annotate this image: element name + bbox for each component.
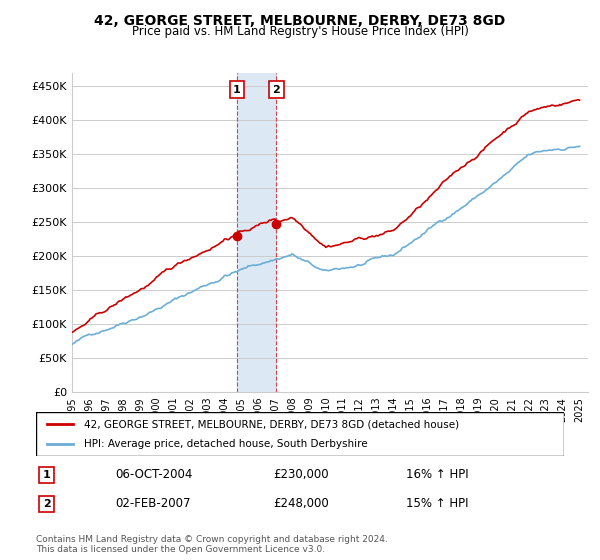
Text: 1: 1 bbox=[233, 85, 241, 95]
Text: 15% ↑ HPI: 15% ↑ HPI bbox=[406, 497, 468, 510]
Text: £230,000: £230,000 bbox=[274, 468, 329, 482]
FancyBboxPatch shape bbox=[36, 412, 564, 456]
Text: HPI: Average price, detached house, South Derbyshire: HPI: Average price, detached house, Sout… bbox=[83, 439, 367, 449]
Bar bbox=[237, 73, 277, 392]
Text: 1: 1 bbox=[43, 470, 50, 480]
Text: Contains HM Land Registry data © Crown copyright and database right 2024.
This d: Contains HM Land Registry data © Crown c… bbox=[36, 535, 388, 554]
Text: 42, GEORGE STREET, MELBOURNE, DERBY, DE73 8GD (detached house): 42, GEORGE STREET, MELBOURNE, DERBY, DE7… bbox=[83, 419, 458, 429]
Text: 2: 2 bbox=[43, 499, 50, 509]
Text: 2: 2 bbox=[272, 85, 280, 95]
Text: Price paid vs. HM Land Registry's House Price Index (HPI): Price paid vs. HM Land Registry's House … bbox=[131, 25, 469, 38]
Text: 16% ↑ HPI: 16% ↑ HPI bbox=[406, 468, 468, 482]
Text: £248,000: £248,000 bbox=[274, 497, 329, 510]
Text: 06-OCT-2004: 06-OCT-2004 bbox=[115, 468, 193, 482]
Text: 02-FEB-2007: 02-FEB-2007 bbox=[115, 497, 191, 510]
Text: 42, GEORGE STREET, MELBOURNE, DERBY, DE73 8GD: 42, GEORGE STREET, MELBOURNE, DERBY, DE7… bbox=[94, 14, 506, 28]
